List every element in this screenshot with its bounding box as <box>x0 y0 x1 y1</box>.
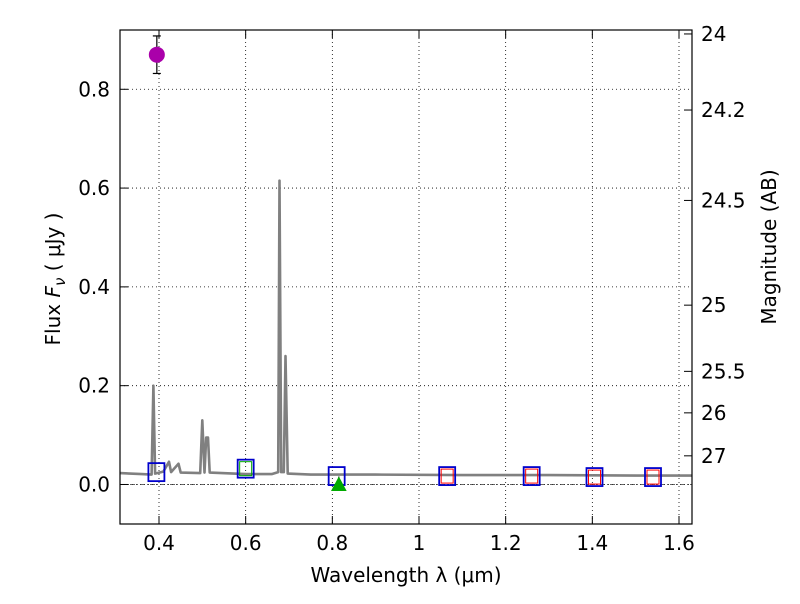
x-tick-label: 1.2 <box>490 531 522 555</box>
observed-data-point <box>148 35 165 75</box>
magnitude-tick-label: 24.2 <box>701 98 746 122</box>
x-tick-label: 0.6 <box>230 531 262 555</box>
model-flux-box <box>644 467 662 487</box>
series-layer <box>119 35 692 491</box>
x-tick-label: 1 <box>413 531 426 555</box>
y-tick-label: 0.0 <box>78 472 110 496</box>
magnitude-tick-label: 26 <box>701 401 726 425</box>
filter-flux-box <box>239 461 253 477</box>
y-axis-label-sub: ν <box>51 278 69 286</box>
filter-flux-box <box>646 469 660 485</box>
sed-model-line <box>119 179 692 477</box>
filter-flux-box <box>588 469 601 485</box>
upper-limit-marker <box>330 476 347 491</box>
y-axis-label-var: F <box>41 286 65 298</box>
ticks: 0.4 0.6 0.8 1 1.2 1.4 1.6 0.0 0.2 0.4 0.6 0.8 24 24.2… <box>78 22 745 555</box>
y-axis-label-prefix: Flux <box>41 298 65 346</box>
y-tick-label: 0.6 <box>78 176 110 200</box>
y-axis-label-suffix: ( μJy ) <box>41 213 65 278</box>
magnitude-tick-label: 25.5 <box>701 359 746 383</box>
magnitude-tick-label: 24.5 <box>701 188 746 212</box>
magnitude-tick-label: 27 <box>701 444 726 468</box>
x-tick-label: 0.4 <box>143 531 175 555</box>
x-tick-label: 1.4 <box>576 531 608 555</box>
y-tick-label: 0.4 <box>78 275 110 299</box>
model-flux-box <box>147 462 166 483</box>
y-tick-label: 0.2 <box>78 374 110 398</box>
upper-limit-point <box>330 476 347 491</box>
filter-flux-box <box>525 468 539 484</box>
plot-frame <box>119 29 693 525</box>
y-axis-label: Flux Fν ( μJy ) <box>41 213 69 346</box>
y-tick-label: 0.8 <box>78 77 110 101</box>
magnitude-tick-label: 25 <box>701 293 726 317</box>
x-tick-label: 1.6 <box>663 531 695 555</box>
model-flux-box <box>236 458 255 479</box>
model-flux-box <box>585 467 604 487</box>
filter-flux-box <box>440 468 454 484</box>
model-flux-box <box>438 466 457 486</box>
magnitude-tick-label: 24 <box>701 22 726 46</box>
right-axis-label: Magnitude (AB) <box>757 169 781 324</box>
observed-point-marker <box>148 46 165 63</box>
model-flux-box <box>522 466 541 486</box>
x-axis-label: Wavelength λ (μm) <box>310 563 501 587</box>
x-tick-label: 0.8 <box>316 531 348 555</box>
